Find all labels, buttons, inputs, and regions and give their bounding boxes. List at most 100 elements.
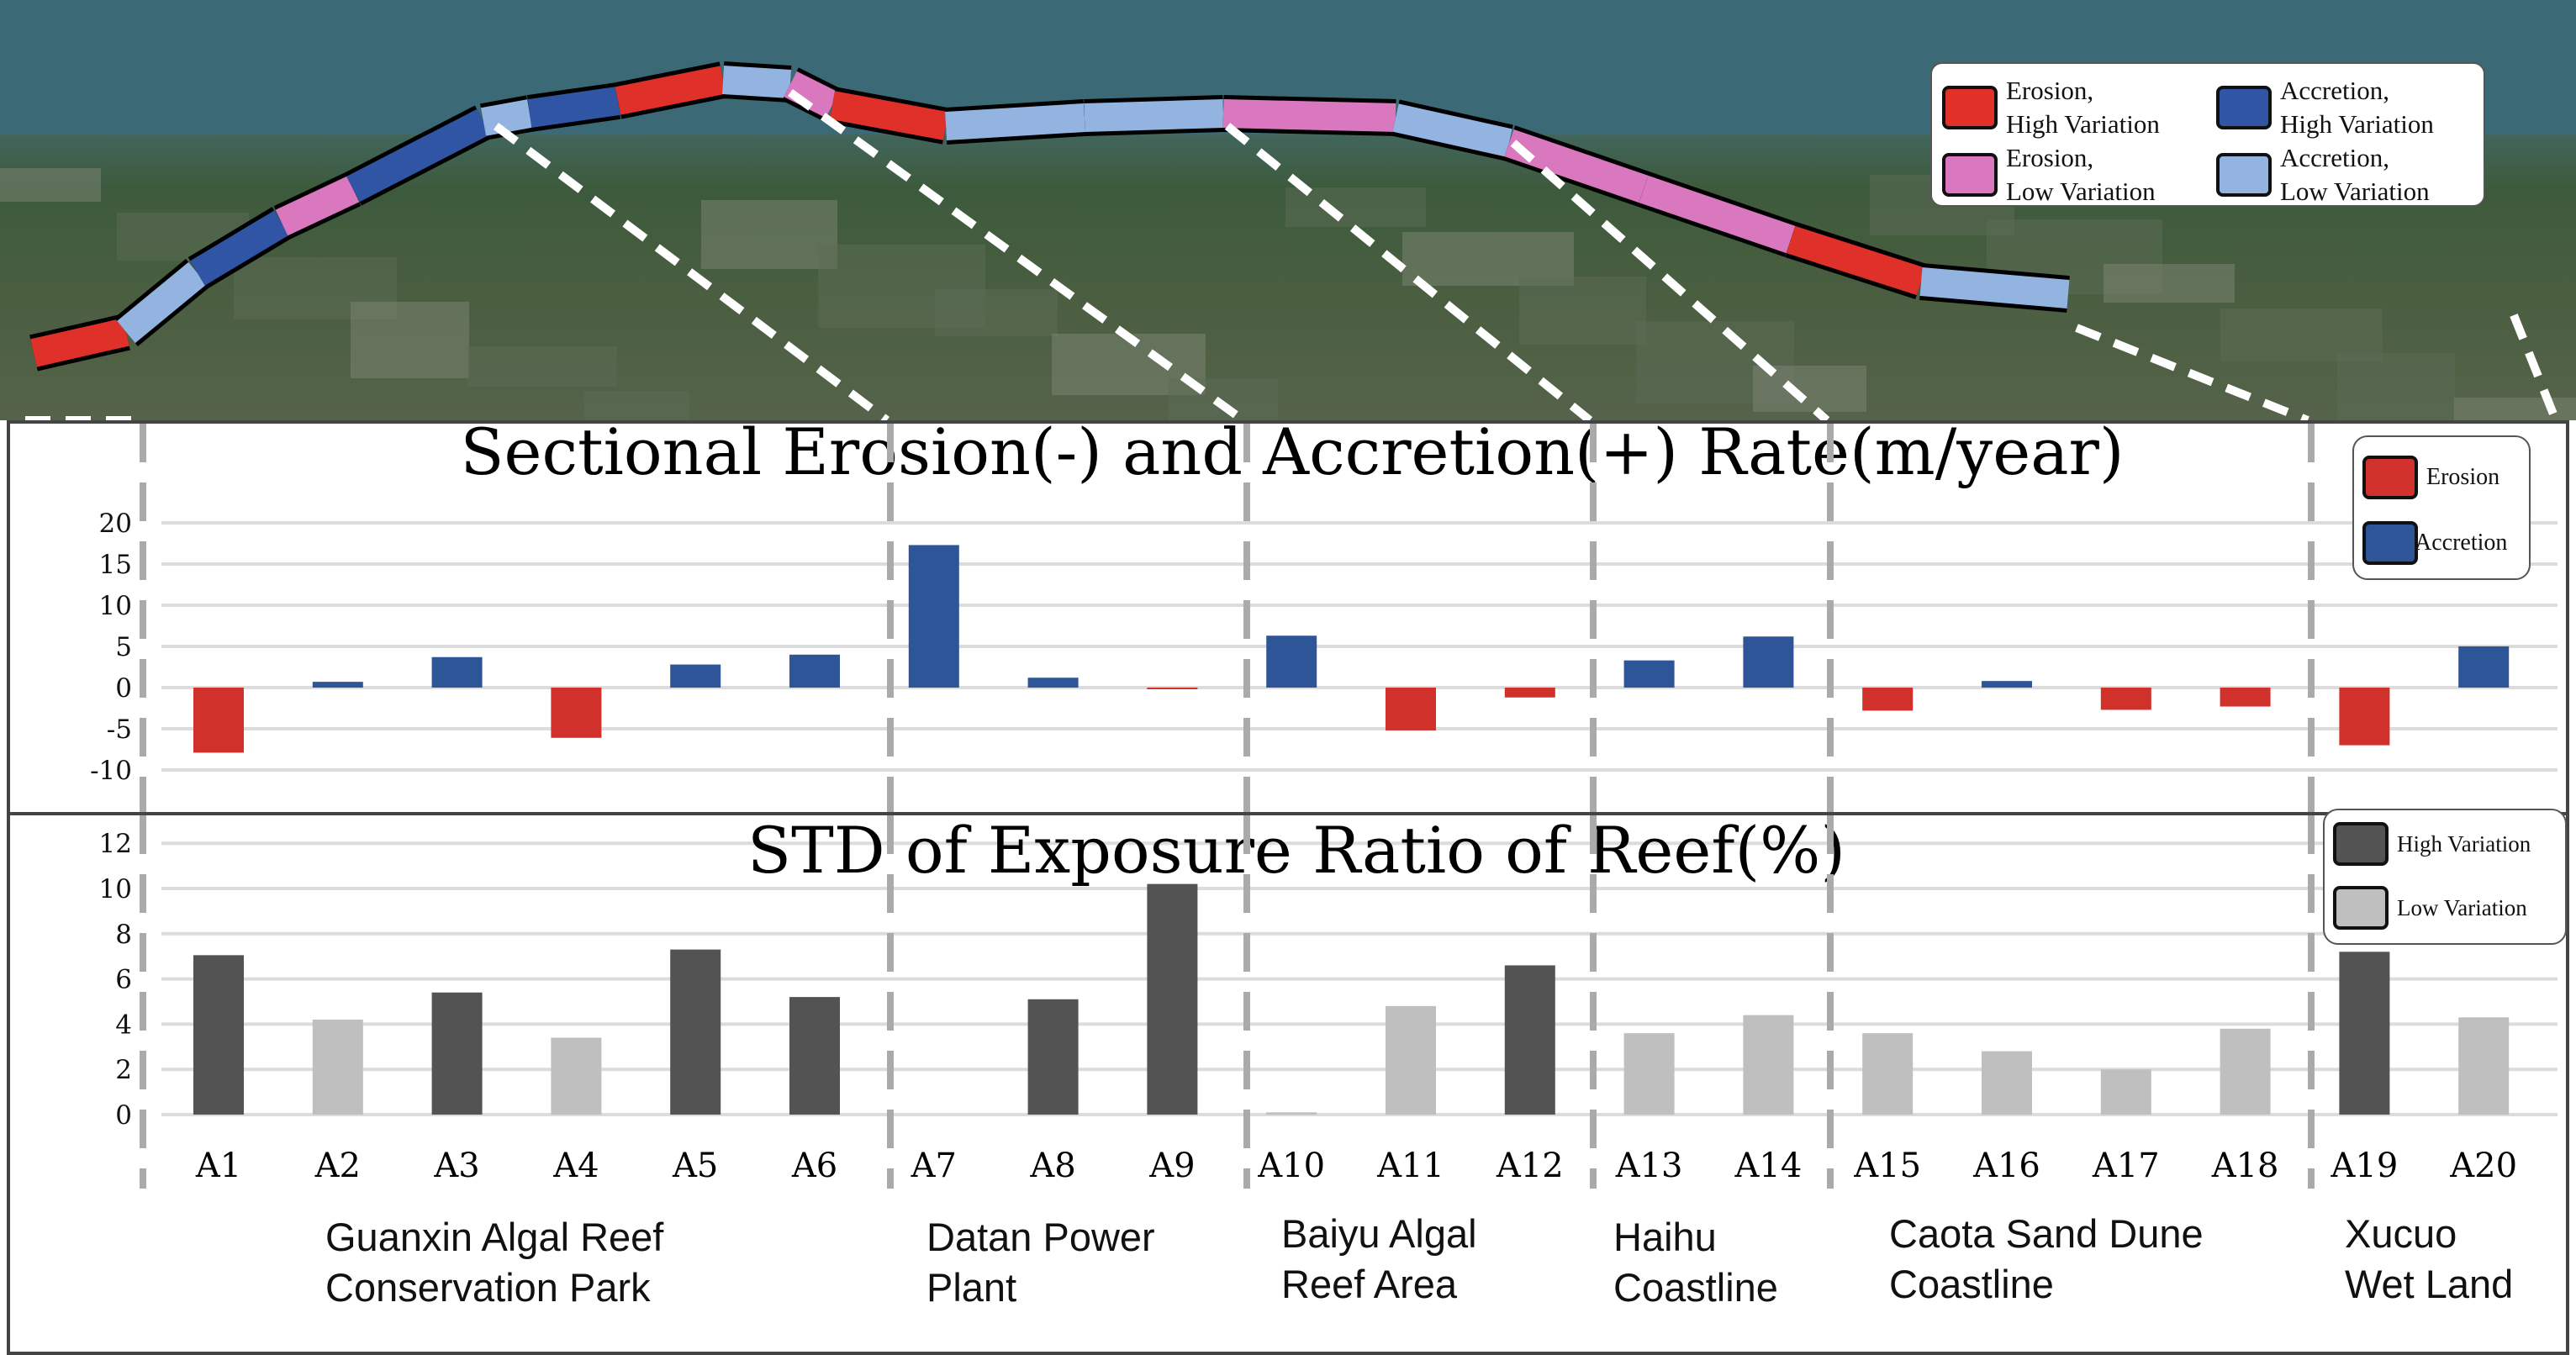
- legend-label: Low Variation: [2397, 894, 2527, 920]
- x-tick-label: A4: [552, 1147, 599, 1185]
- dashed-connector-line: [493, 123, 890, 424]
- map-legend-item: Accretion, Low Variation: [2216, 141, 2430, 208]
- legend-swatch: [2362, 456, 2418, 499]
- legend-label: Erosion, High Variation: [2006, 76, 2160, 139]
- std-exposure-chart: 12 10 8 6 4 2 0 STD of Exposure Ratio of Reef(%…: [99, 813, 2558, 1189]
- land-parcel: [467, 346, 617, 387]
- bar-A6: [789, 654, 840, 688]
- legend-item-accretion: Accretion: [2362, 521, 2507, 565]
- y-tick-label: 10: [99, 591, 132, 621]
- y-tick-label: 0: [115, 1100, 132, 1131]
- y-tick-label: 5: [115, 632, 132, 662]
- bar-A5: [670, 949, 721, 1115]
- region-label-caota: Caota Sand Dune Coastline: [1889, 1211, 2204, 1306]
- bar-A9: [1147, 883, 1198, 1115]
- coast-segment-accretion-low: [117, 261, 207, 344]
- bar-A17: [2100, 688, 2151, 710]
- bar-A13: [1623, 660, 1675, 688]
- bar-A20: [2458, 1017, 2510, 1115]
- bar-A14: [1743, 636, 1794, 688]
- std-chart-legend: High Variation Low Variation: [2323, 809, 2567, 945]
- coast-segment-erosion-low: [275, 176, 360, 236]
- coast-segment-erosion-high: [615, 66, 726, 115]
- bar-A7: [908, 545, 959, 688]
- x-tick-label: A13: [1615, 1147, 1683, 1185]
- x-tick-label: A14: [1734, 1147, 1803, 1185]
- coastline-satellite-map: Erosion, High Variation Accretion, High …: [0, 0, 2576, 479]
- coast-segment-erosion-high: [30, 318, 129, 367]
- coast-segment-accretion-low: [721, 66, 792, 98]
- region-label-baiyu: Baiyu Algal Reef Area: [1281, 1211, 1477, 1306]
- map-legend-item: Erosion, High Variation: [1942, 74, 2160, 141]
- x-tick-label: A6: [791, 1147, 837, 1185]
- legend-swatch: [2362, 521, 2418, 565]
- land-parcel: [351, 302, 469, 378]
- legend-swatch: [1942, 153, 1998, 197]
- bar-A18: [2220, 688, 2271, 707]
- legend-label: Erosion, Low Variation: [2006, 143, 2156, 206]
- bar-A15: [1862, 688, 1914, 711]
- y-tick-label: -5: [107, 714, 132, 745]
- bar-A12: [1504, 965, 1555, 1115]
- bar-A18: [2220, 1028, 2271, 1115]
- bar-A13: [1623, 1033, 1675, 1115]
- y-tick-label: 10: [99, 874, 132, 904]
- bar-A1: [193, 688, 244, 753]
- x-tick-label: A15: [1853, 1147, 1921, 1185]
- region-label-guanxin: Guanxin Algal Reef Conservation Park: [325, 1215, 664, 1310]
- coast-segment-accretion-low: [1919, 267, 2070, 308]
- coast-segment-accretion-high: [190, 210, 289, 286]
- x-tick-label: A9: [1148, 1147, 1195, 1185]
- legend-swatch: [2333, 822, 2389, 866]
- map-legend-item: Accretion, High Variation: [2216, 74, 2434, 141]
- coast-segment-accretion-low: [480, 99, 533, 136]
- land-parcel: [1285, 187, 1426, 227]
- coast-segment-accretion-low: [1084, 99, 1224, 132]
- bar-A11: [1386, 1005, 1436, 1115]
- legend-item-low-variation: Low Variation: [2333, 886, 2527, 930]
- land-parcel: [1519, 277, 1646, 345]
- x-tick-label: A20: [2449, 1147, 2517, 1185]
- coast-segment-erosion-low: [784, 71, 839, 119]
- y-tick-label: 20: [99, 509, 132, 539]
- legend-label: Erosion: [2426, 464, 2500, 490]
- coast-segment-accretion-low: [1392, 103, 1512, 157]
- y-tick-label: 6: [115, 965, 132, 995]
- x-tick-label: A2: [314, 1147, 361, 1185]
- region-label-haihu: Haihu Coastline: [1613, 1215, 1778, 1310]
- x-tick-label: A7: [911, 1147, 957, 1185]
- region-label-xucuo: Xucuo Wet Land: [2345, 1211, 2514, 1306]
- coast-segment-erosion-low: [1504, 129, 1649, 203]
- x-tick-label: A12: [1496, 1147, 1564, 1185]
- bar-A8: [1027, 999, 1079, 1115]
- bar-A8: [1027, 678, 1079, 688]
- dashed-connector-line: [2510, 314, 2560, 422]
- erosion-accretion-chart: 20 15 10 5 0 -5 -10 Sectional Erosion(-) and Ac…: [90, 414, 2558, 812]
- legend-item-high-variation: High Variation: [2333, 822, 2531, 866]
- dashed-connector-line: [1510, 140, 1830, 424]
- coastline-map-overlay: [0, 0, 2576, 479]
- bar-A17: [2100, 1069, 2151, 1115]
- y-tick-label: 0: [115, 673, 132, 704]
- y-tick-label: 15: [99, 550, 132, 580]
- dashed-connector-line: [788, 88, 1246, 424]
- bar-A2: [312, 1020, 363, 1115]
- y-tick-label: 12: [99, 829, 132, 859]
- legend-swatch: [2216, 86, 2272, 129]
- bar-A10: [1266, 635, 1317, 688]
- land-parcel: [2220, 308, 2383, 361]
- land-parcel: [935, 289, 1058, 336]
- bar-A14: [1743, 1015, 1794, 1115]
- legend-label: Accretion: [2415, 530, 2508, 556]
- bar-A11: [1386, 688, 1436, 730]
- land-parcel: [701, 200, 837, 269]
- bar-A10: [1266, 1112, 1317, 1115]
- legend-swatch: [2333, 886, 2389, 930]
- y-tick-label: 4: [115, 1010, 132, 1040]
- bar-A6: [789, 997, 840, 1115]
- bar-A16: [1982, 681, 2032, 688]
- legend-label: Accretion, High Variation: [2280, 76, 2434, 139]
- legend-swatch: [2216, 153, 2272, 197]
- coast-segment-accretion-high: [346, 108, 490, 203]
- land-parcel: [584, 391, 689, 446]
